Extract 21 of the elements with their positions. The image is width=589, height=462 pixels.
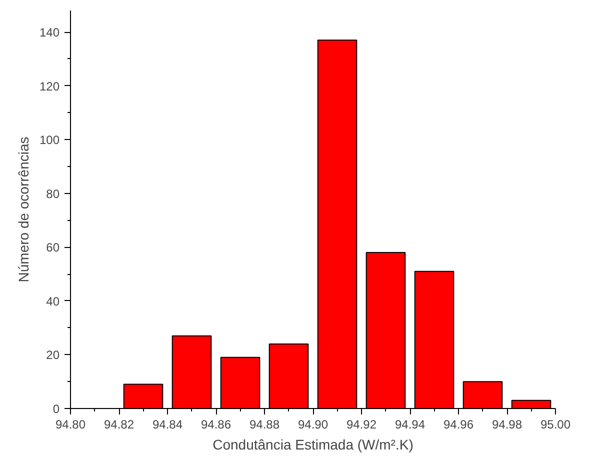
y-tick-label: 80 <box>46 186 60 201</box>
x-tick-label: 94.82 <box>104 418 134 432</box>
x-tick-label: 94.86 <box>200 418 232 432</box>
y-tick-label: 120 <box>39 79 60 94</box>
y-tick-label: 40 <box>46 294 60 308</box>
y-tick-label: 20 <box>46 348 60 362</box>
y-tick-label: 0 <box>52 402 60 416</box>
y-tick-label: 60 <box>46 240 60 255</box>
x-tick-label: 95.00 <box>540 418 571 432</box>
x-tick-label: 94.84 <box>152 418 183 432</box>
x-tick-label: 94.96 <box>443 418 474 432</box>
y-tick-label: 100 <box>39 133 60 148</box>
x-tick-label: 94.92 <box>346 418 377 432</box>
y-tick-label: 140 <box>39 26 60 40</box>
x-tick-label: 94.80 <box>55 418 86 432</box>
y-axis-title: Número de ocorrências <box>15 136 32 282</box>
x-tick-label: 94.88 <box>249 418 280 432</box>
x-tick-label: 94.98 <box>492 418 522 432</box>
x-tick-label: 94.94 <box>394 418 426 432</box>
x-tick-label: 94.90 <box>298 418 328 432</box>
x-axis-title: Condutância Estimada (W/m².K) <box>212 436 414 452</box>
